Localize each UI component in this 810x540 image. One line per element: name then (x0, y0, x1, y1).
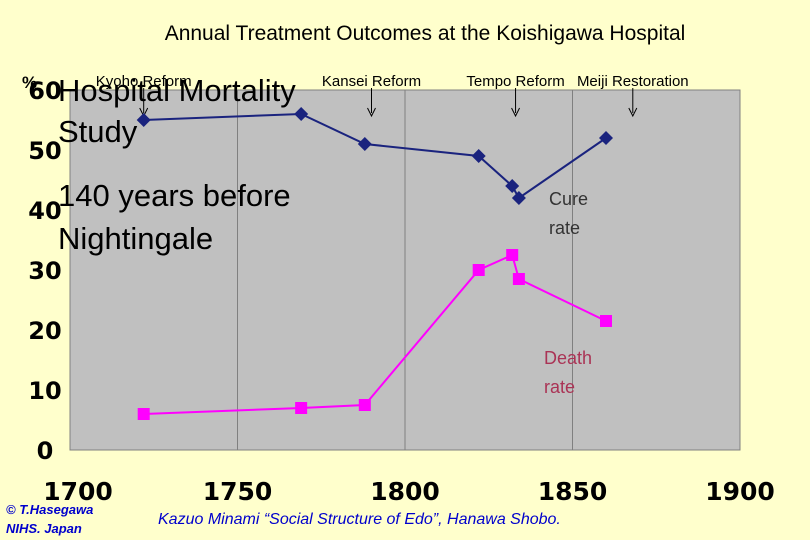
y-tick-labels: 0 10 20 30 40 50 60 (28, 77, 61, 465)
x-tick-1850: 1850 (538, 477, 608, 506)
event-3: Meiji Restoration (577, 73, 689, 118)
y-tick-60: 60 (28, 77, 61, 105)
event-label: Meiji Restoration (577, 73, 689, 90)
event-markers: Kyoho Reform Kansei Reform Tempo Reform Mei… (96, 73, 689, 118)
data-point (505, 179, 520, 193)
event-label: Tempo Reform (466, 73, 564, 90)
event-arrow-head (367, 107, 376, 118)
overlay-line-2: Study (58, 114, 138, 149)
cure-rate-label: Cure rate (549, 189, 588, 238)
event-arrow-head (628, 107, 638, 118)
y-tick-50: 50 (28, 137, 61, 165)
overlay-annotation: Hospital Mortality Study 140 years befor… (58, 73, 296, 256)
credit-line-2: NIHS. Japan (6, 521, 82, 536)
death-rate-label-line-1: Death (544, 348, 592, 368)
x-tick-labels: 1700 1750 1800 1850 1900 (43, 477, 775, 506)
data-point (600, 315, 612, 327)
y-tick-30: 30 (28, 257, 61, 285)
series-0 (136, 107, 613, 205)
y-unit-label: % (22, 73, 37, 92)
data-point (136, 113, 151, 127)
overlay-line-1: Hospital Mortality (58, 73, 296, 108)
overlay-line-3: 140 years before (58, 178, 291, 213)
event-label: Kyoho Reform (96, 73, 192, 90)
data-point (357, 137, 372, 151)
x-tick-1900: 1900 (705, 477, 775, 506)
data-point (137, 408, 150, 420)
chart-title: Annual Treatment Outcomes at the Koishig… (165, 22, 686, 45)
data-point (294, 107, 309, 121)
data-point (358, 399, 371, 411)
data-point (506, 249, 519, 261)
source-citation: Kazuo Minami “Social Structure of Edo”, … (158, 511, 561, 528)
data-point (512, 273, 525, 285)
data-point (295, 402, 308, 414)
event-1: Kansei Reform (322, 73, 421, 118)
event-label: Kansei Reform (322, 73, 421, 90)
y-tick-40: 40 (28, 197, 61, 225)
y-tick-10: 10 (28, 377, 61, 405)
death-rate-label-line-2: rate (544, 377, 575, 397)
death-rate-label: Death rate (544, 348, 592, 397)
cure-rate-label-line-2: rate (549, 218, 580, 238)
y-tick-0: 0 (37, 437, 54, 465)
credit: © T.Hasegawa NIHS. Japan (6, 502, 93, 536)
x-tick-1800: 1800 (370, 477, 440, 506)
credit-line-1: © T.Hasegawa (6, 502, 93, 517)
x-tick-1750: 1750 (203, 477, 273, 506)
data-point (471, 149, 486, 163)
grid-lines (237, 90, 573, 450)
data-point (472, 264, 485, 276)
series-layer (136, 107, 613, 420)
cure-rate-label-line-1: Cure (549, 189, 588, 209)
overlay-line-4: Nightingale (58, 221, 213, 256)
y-tick-20: 20 (28, 317, 61, 345)
x-tick-1700: 1700 (43, 477, 113, 506)
series-1 (137, 249, 612, 420)
event-arrow-head (511, 107, 520, 118)
data-point (511, 191, 526, 205)
data-point (599, 131, 613, 145)
event-2: Tempo Reform (466, 73, 565, 118)
